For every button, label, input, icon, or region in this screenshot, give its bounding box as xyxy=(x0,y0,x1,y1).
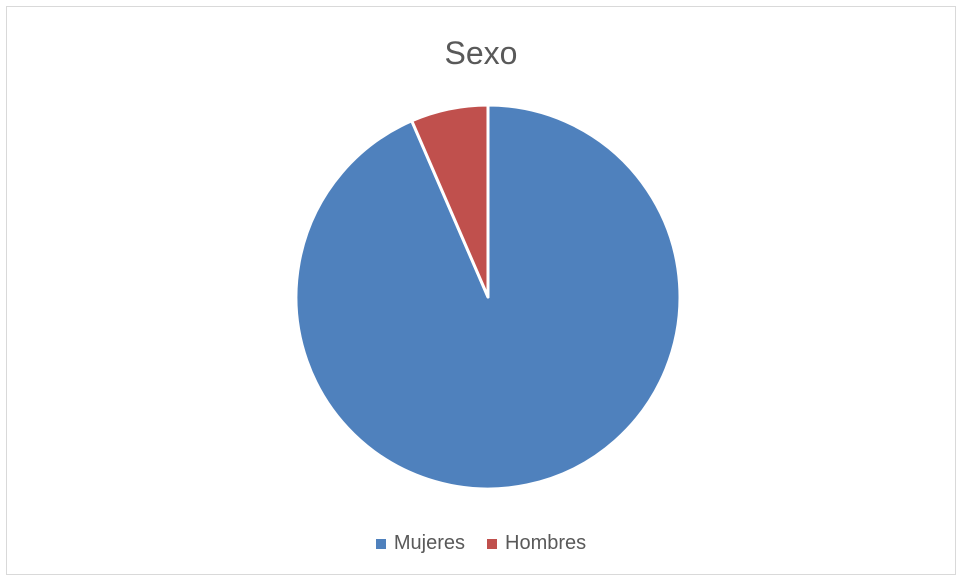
chart-area: Sexo Mujeres Hombres xyxy=(6,6,956,575)
legend-swatch-hombres xyxy=(487,538,497,549)
pie-slice-hombres xyxy=(410,103,490,299)
legend-label-mujeres: Mujeres xyxy=(393,532,465,554)
legend-item-hombres: Hombres xyxy=(487,532,586,555)
legend-label-hombres: Hombres xyxy=(505,532,587,554)
pie-slices xyxy=(294,103,682,491)
legend-item-mujeres: Mujeres xyxy=(375,532,465,555)
legend-swatch-mujeres xyxy=(375,538,386,549)
legend: Mujeres Hombres xyxy=(7,532,955,555)
chart-title: Sexo xyxy=(444,35,518,71)
pie-chart xyxy=(294,103,682,491)
